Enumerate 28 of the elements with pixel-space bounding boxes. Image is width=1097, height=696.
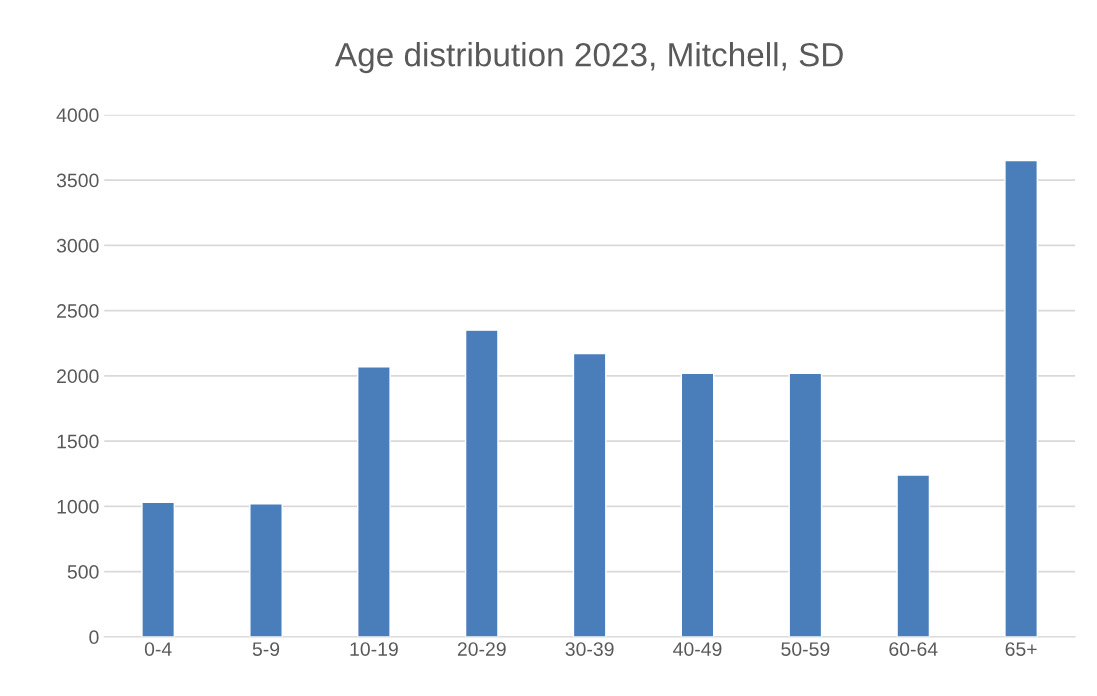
y-tick-label: 500 — [67, 565, 99, 579]
bar — [357, 366, 391, 637]
x-tick-label: 60-64 — [889, 642, 938, 656]
bar — [896, 474, 931, 637]
y-tick-label: 2000 — [57, 369, 99, 384]
y-tick-label: 2500 — [57, 304, 99, 318]
chart-title: Age distribution 2023, Mitchell, SD — [334, 42, 843, 74]
x-tick-label: 20-29 — [457, 642, 506, 656]
bar — [788, 372, 823, 637]
bar — [572, 352, 607, 637]
x-tick-label: 30-39 — [565, 642, 614, 656]
bar — [680, 372, 715, 637]
x-tick-label: 5-9 — [252, 642, 280, 656]
x-tick-label: 40-49 — [673, 642, 722, 656]
y-tick-label: 1000 — [57, 499, 99, 514]
bar — [464, 329, 499, 637]
x-tick-label: 50-59 — [781, 642, 830, 656]
bar — [249, 503, 283, 637]
y-tick-label: 1500 — [57, 434, 99, 449]
y-tick-label: 0 — [89, 630, 99, 645]
x-tick-label: 65+ — [1005, 642, 1037, 656]
x-tick-label: 0-4 — [144, 642, 172, 656]
y-tick-label: 3000 — [56, 238, 99, 253]
bar — [141, 501, 176, 637]
y-tick-label: 3500 — [56, 173, 99, 188]
x-tick-label: 10-19 — [350, 642, 398, 656]
bar — [1004, 159, 1038, 637]
y-tick-label: 4000 — [56, 108, 99, 123]
